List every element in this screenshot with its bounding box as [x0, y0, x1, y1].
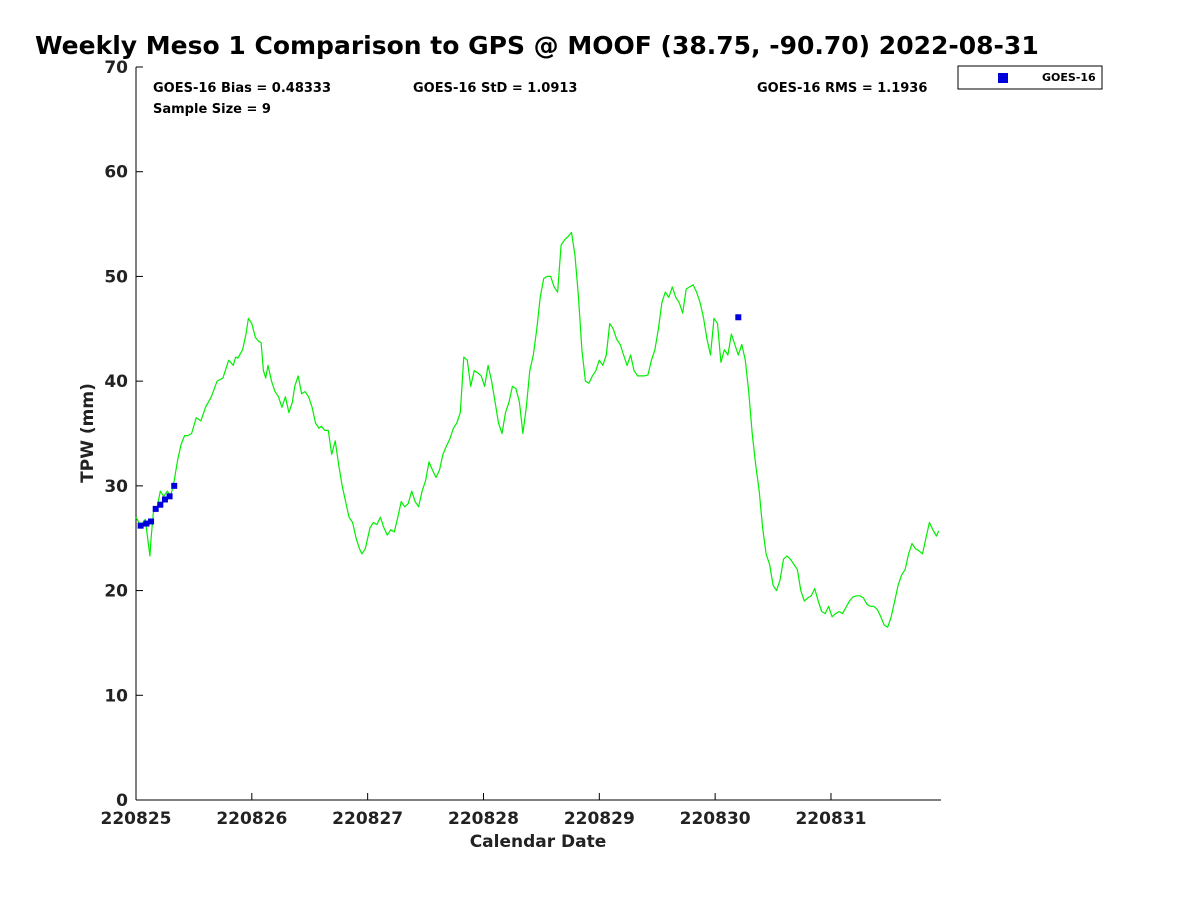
y-tick-label: 70 — [104, 58, 128, 78]
chart-title: Weekly Meso 1 Comparison to GPS @ MOOF (… — [35, 31, 1039, 60]
x-tick-label: 220829 — [564, 809, 635, 829]
x-tick-label: 220830 — [680, 809, 751, 829]
stat-bias: GOES-16 Bias = 0.48333 — [153, 81, 331, 96]
legend-box — [957, 65, 1103, 90]
stats-annotations: GOES-16 Bias = 0.48333 GOES-16 StD = 1.0… — [153, 81, 927, 117]
y-tick-label: 60 — [104, 163, 128, 183]
legend-label-goes16: GOES-16 — [1042, 71, 1096, 84]
x-tick-label: 220828 — [448, 809, 519, 829]
y-axis-ticks: 0 10 20 30 40 50 60 70 — [104, 58, 143, 811]
scatter-point-goes16 — [137, 522, 144, 529]
series-layer — [135, 231, 940, 628]
stat-rms: GOES-16 RMS = 1.1936 — [757, 81, 927, 96]
x-tick-label: 220826 — [216, 809, 287, 829]
scatter-point-goes16 — [735, 314, 742, 321]
x-tick-label: 220825 — [101, 809, 172, 829]
y-tick-label: 10 — [104, 686, 128, 706]
y-tick-label: 40 — [104, 372, 128, 392]
y-tick-label: 50 — [104, 267, 128, 287]
stat-sample-size: Sample Size = 9 — [153, 102, 271, 117]
scatter-point-goes16 — [152, 505, 159, 512]
scatter-point-goes16 — [171, 482, 178, 489]
scatter-point-goes16 — [166, 493, 173, 500]
plot-frame — [135, 67, 941, 801]
x-tick-label: 220831 — [795, 809, 866, 829]
y-axis-label: TPW (mm) — [78, 383, 98, 483]
x-axis-ticks: 220825 220826 220827 220828 220829 220830 2208… — [101, 793, 866, 829]
scatter-point-goes16 — [161, 496, 168, 503]
y-tick-label: 0 — [116, 791, 128, 811]
legend-marker-goes16 — [998, 73, 1008, 83]
y-tick-label: 20 — [104, 582, 128, 602]
x-axis-label: Calendar Date — [470, 832, 607, 852]
legend: GOES-16 — [957, 65, 1103, 90]
stat-std: GOES-16 StD = 1.0913 — [413, 81, 577, 96]
x-tick-label: 220827 — [332, 809, 403, 829]
scatter-point-goes16 — [148, 518, 155, 525]
scatter-point-goes16 — [143, 520, 150, 527]
scatter-point-goes16 — [157, 501, 164, 508]
series-line-gps — [135, 231, 940, 628]
y-tick-label: 30 — [104, 477, 128, 497]
